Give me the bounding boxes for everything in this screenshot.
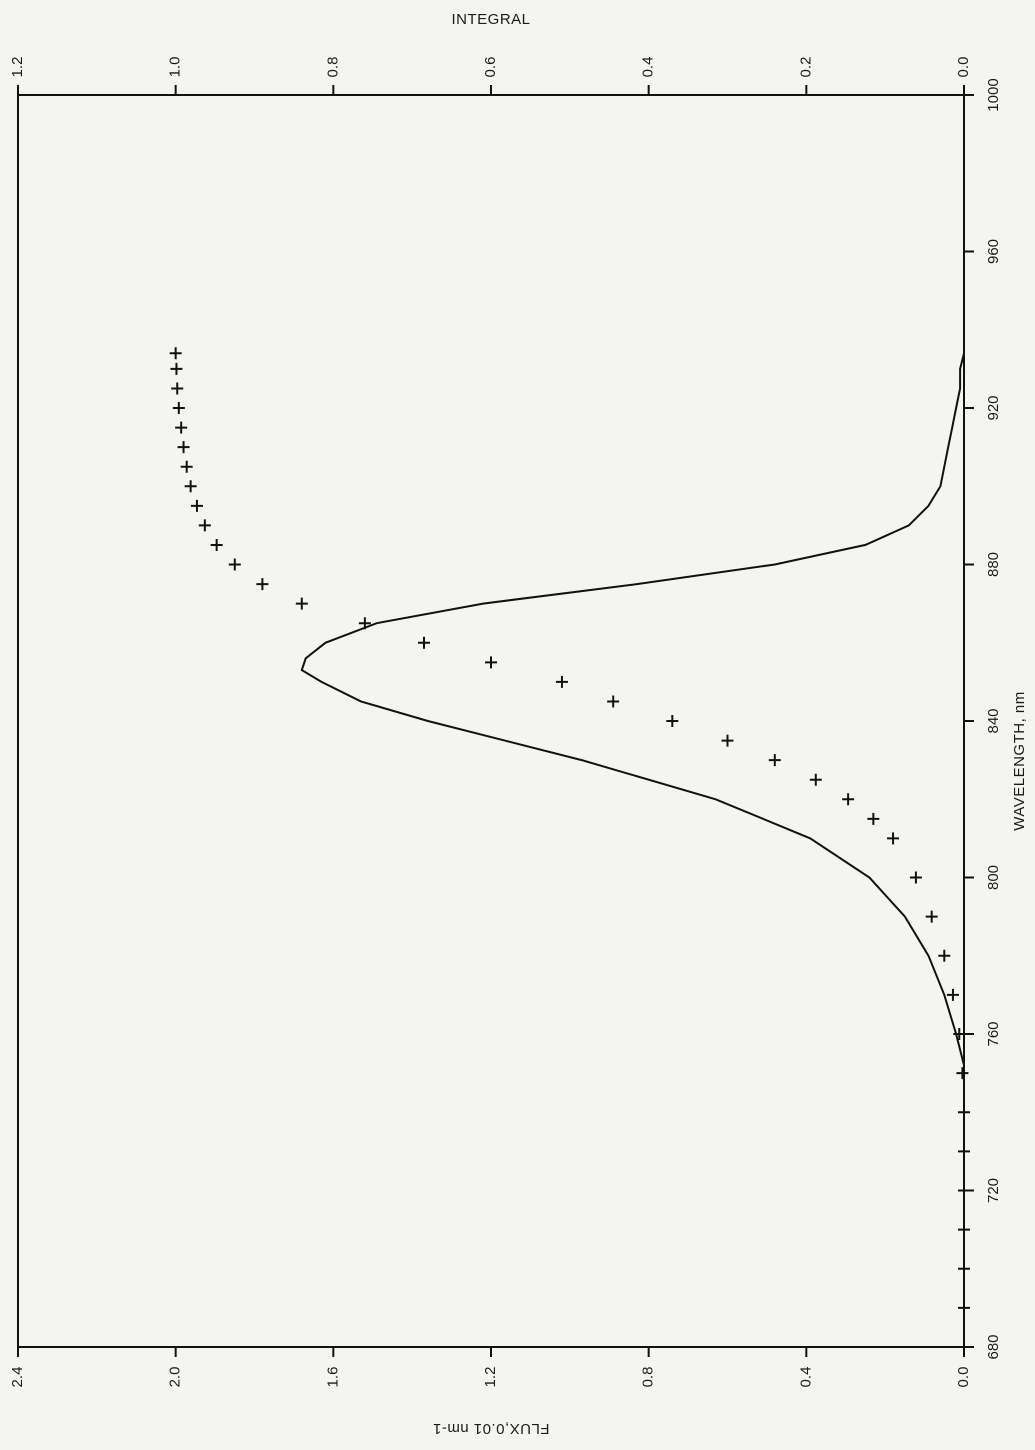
- integral-point: [190, 499, 203, 512]
- integral-point: [809, 773, 822, 786]
- integral-point: [198, 519, 211, 532]
- integral-point: [417, 636, 430, 649]
- y-left-tick-label: 0.0: [955, 1367, 972, 1388]
- integral-point: [555, 675, 568, 688]
- y-left-tick-label: 1.6: [324, 1367, 341, 1388]
- integral-markers: [169, 347, 970, 1314]
- y-right-tick-label: 1.0: [167, 57, 184, 78]
- x-axis-title: WAVELENGTH, nm: [1011, 691, 1028, 831]
- y-right-tick-label: 0.4: [640, 57, 657, 78]
- integral-point: [171, 382, 184, 395]
- integral-point: [210, 538, 223, 551]
- integral-point: [956, 1067, 969, 1080]
- y-left-tick-label: 0.4: [797, 1367, 814, 1388]
- x-tick-label: 880: [985, 552, 1002, 577]
- y-right-tick-label: 0.8: [324, 57, 341, 78]
- x-tick-label: 1000: [985, 78, 1002, 111]
- y-left-axis-title: FLUX,0.01 nm-1: [432, 1420, 549, 1437]
- x-tick-label: 760: [985, 1021, 1002, 1046]
- integral-point: [666, 715, 679, 727]
- x-tick-label: 680: [985, 1334, 1002, 1359]
- integral-point: [607, 695, 620, 708]
- x-tick-label: 920: [985, 395, 1002, 420]
- integral-point: [358, 617, 371, 630]
- integral-point: [867, 812, 880, 825]
- integral-point: [958, 1301, 970, 1314]
- integral-point: [768, 754, 781, 767]
- x-tick-label: 720: [985, 1178, 1002, 1203]
- y-left-tick-label: 2.4: [9, 1367, 26, 1388]
- x-tick-label: 960: [985, 239, 1002, 264]
- integral-point: [170, 362, 183, 375]
- integral-point: [909, 871, 922, 884]
- integral-point: [938, 949, 951, 962]
- integral-point: [953, 1028, 966, 1040]
- integral-point: [958, 1184, 970, 1197]
- integral-point: [228, 558, 241, 571]
- flux-line: [300, 352, 965, 1066]
- y-left-tick-label: 2.0: [167, 1367, 184, 1388]
- y-left-tick-label: 0.8: [640, 1367, 657, 1388]
- y-right-tick-label: 0.0: [955, 57, 972, 78]
- integral-point: [172, 402, 185, 414]
- integral-point: [887, 832, 900, 845]
- integral-point: [295, 597, 308, 610]
- integral-point: [169, 347, 182, 360]
- y-right-tick-label: 0.6: [482, 57, 499, 78]
- integral-point: [842, 793, 855, 806]
- x-tick-label: 800: [985, 865, 1002, 890]
- integral-point: [256, 578, 269, 591]
- integral-point: [177, 441, 190, 454]
- y-right-tick-label: 0.2: [797, 57, 814, 78]
- y-left-tick-label: 1.2: [482, 1367, 499, 1388]
- plot-frame: [17, 94, 965, 1348]
- integral-point: [958, 1262, 970, 1275]
- integral-point: [180, 460, 193, 473]
- x-tick-label: 840: [985, 708, 1002, 733]
- integral-point: [184, 480, 197, 493]
- integral-point: [958, 1223, 970, 1236]
- integral-point: [175, 421, 188, 434]
- integral-point: [721, 734, 734, 747]
- y-right-tick-label: 1.2: [9, 57, 26, 78]
- integral-point: [946, 988, 959, 1001]
- y-right-axis-title: INTEGRAL: [451, 11, 530, 28]
- integral-point: [958, 1145, 970, 1158]
- integral-point: [925, 910, 938, 923]
- integral-point: [958, 1106, 970, 1119]
- integral-point: [485, 656, 497, 669]
